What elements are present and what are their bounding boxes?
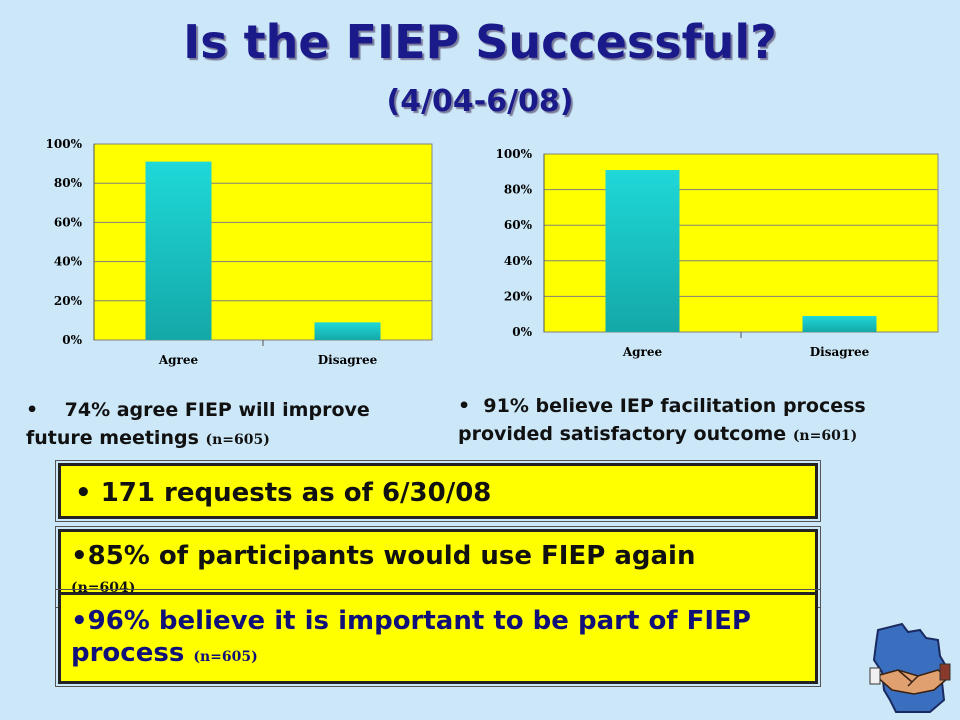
box-important: •96% believe it is important to be part …: [55, 589, 821, 687]
note-right-bullet: •: [458, 395, 471, 417]
y-tick-label: 80%: [504, 183, 533, 197]
y-tick-label: 0%: [62, 333, 82, 347]
chart-left: 0% 20% 40% 60% 80% 100% Agree Disagree: [40, 136, 440, 372]
box-requests-bullet: •: [75, 478, 92, 508]
bar-agree: [145, 161, 212, 340]
x-tick-label: Disagree: [810, 345, 870, 359]
box-important-bullet: •: [71, 606, 88, 636]
wisconsin-handshake-icon: [868, 620, 952, 720]
note-left-n: (n=605): [205, 432, 270, 448]
y-tick-label: 40%: [54, 255, 83, 269]
bar-agree: [605, 170, 680, 332]
bar-disagree: [802, 315, 877, 332]
x-tick-label: Agree: [158, 353, 199, 367]
note-left: • 74% agree FIEP will improve future mee…: [26, 396, 426, 454]
slide-title: Is the FIEP Successful?: [183, 15, 777, 69]
box-important-text: 96% believe it is important to be part o…: [71, 606, 751, 668]
y-tick-label: 20%: [504, 289, 533, 303]
box-important-n: (n=605): [193, 649, 258, 665]
y-tick-label: 100%: [46, 137, 83, 151]
x-tick-label: Disagree: [318, 353, 378, 367]
y-tick-label: 0%: [512, 325, 532, 339]
plot-area: [543, 153, 939, 333]
box-requests-text: 171 requests as of 6/30/08: [100, 478, 492, 508]
box-use-again-bullet: •: [71, 541, 88, 571]
y-tick-label: 60%: [54, 215, 83, 229]
bar-disagree: [314, 322, 381, 340]
y-tick-label: 60%: [504, 218, 533, 232]
note-right: • 91% believe IEP facilitation process p…: [458, 392, 938, 450]
chart-right-svg: 0% 20% 40% 60% 80% 100% Agree Disagree: [496, 147, 939, 359]
y-tick-label: 100%: [496, 147, 533, 161]
chart-right: 0% 20% 40% 60% 80% 100% Agree Disagree: [494, 146, 944, 362]
box-requests: • 171 requests as of 6/30/08: [55, 460, 821, 522]
chart-left-svg: 0% 20% 40% 60% 80% 100% Agree Disagree: [46, 137, 433, 367]
note-left-text: 74% agree FIEP will improve future meeti…: [26, 399, 370, 449]
y-tick-label: 20%: [54, 294, 83, 308]
note-right-n: (n=601): [792, 428, 858, 444]
note-left-bullet: •: [26, 399, 39, 421]
y-tick-label: 80%: [54, 176, 83, 190]
plot-area: [93, 143, 433, 341]
note-right-text: 91% believe IEP facilitation process pro…: [458, 395, 866, 445]
box-use-again-text: 85% of participants would use FIEP again: [87, 541, 696, 571]
slide-subtitle: (4/04-6/08): [386, 84, 574, 119]
y-tick-label: 40%: [504, 254, 533, 268]
x-tick-label: Agree: [622, 345, 663, 359]
